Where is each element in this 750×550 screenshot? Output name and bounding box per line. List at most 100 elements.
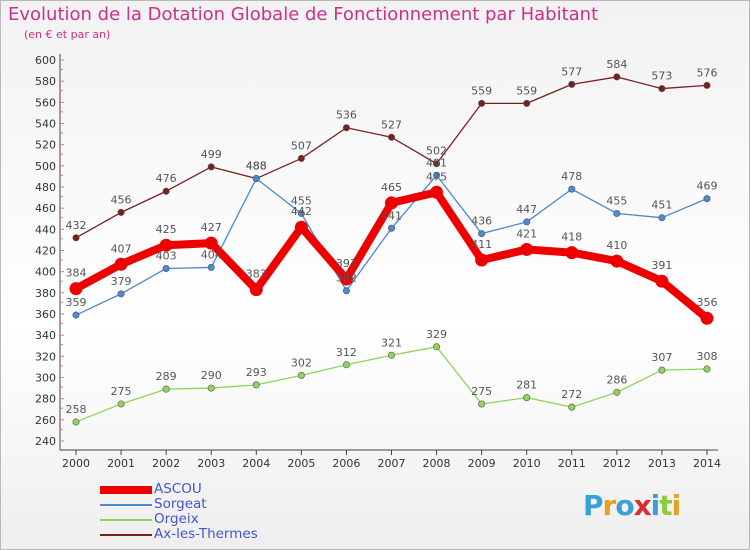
data-label-ascou: 475 [426,170,447,183]
data-point-ax-les-thermes [207,163,215,171]
data-label-ascou: 384 [66,267,87,280]
data-label-sorgeat: 478 [561,170,582,183]
data-point-ax-les-thermes [72,234,80,242]
data-point-sorgeat [207,263,215,271]
data-label-orgeix: 307 [651,351,672,364]
data-label-ascou: 425 [156,223,177,236]
data-point-sorgeat [297,209,305,217]
series-sorgeat [72,171,711,319]
data-label-ascou: 427 [201,221,222,234]
data-label-orgeix: 289 [156,370,177,383]
data-point-orgeix [162,385,170,393]
legend-swatch-sorgeat [100,504,152,506]
data-point-ascou [69,282,83,296]
data-label-ascou: 383 [246,268,267,281]
x-tick-label: 2005 [287,457,315,470]
data-label-sorgeat: 382 [336,272,357,285]
y-tick-label: 320 [35,350,56,363]
y-tick-label: 380 [35,287,56,300]
data-label-ax-les-thermes: 559 [471,84,492,97]
data-label-orgeix: 293 [246,366,267,379]
data-point-orgeix [613,388,621,396]
y-tick-label: 260 [35,414,56,427]
data-label-ascou: 418 [561,231,582,244]
data-label-ascou: 421 [516,227,537,240]
x-tick-label: 2011 [558,457,586,470]
data-point-ax-les-thermes [613,73,621,81]
data-point-orgeix [433,343,441,351]
data-label-ax-les-thermes: 573 [651,70,672,83]
data-label-orgeix: 302 [291,356,312,369]
y-tick-label: 520 [35,139,56,152]
data-point-ascou [610,254,624,268]
x-tick-label: 2006 [332,457,360,470]
data-label-sorgeat: 488 [246,160,267,173]
data-label-orgeix: 258 [66,403,87,416]
data-label-ax-les-thermes: 527 [381,118,402,131]
logo-letter: t [659,489,672,522]
logo-letter: o [615,489,634,522]
data-point-orgeix [252,381,260,389]
y-tick-label: 300 [35,372,56,385]
data-point-ascou [565,246,579,260]
y-tick-label: 280 [35,393,56,406]
x-tick-label: 2008 [423,457,451,470]
x-tick-label: 2001 [107,457,135,470]
data-label-ax-les-thermes: 584 [606,58,627,71]
logo-letter: i [650,489,661,522]
logo-letter: r [602,489,617,522]
data-label-sorgeat: 404 [201,248,222,261]
chart-series [69,73,714,426]
x-tick-label: 2014 [693,457,721,470]
data-label-sorgeat: 455 [606,194,627,207]
data-label-orgeix: 308 [696,350,717,363]
data-point-orgeix [207,384,215,392]
logo-letter: x [633,489,652,522]
data-point-ascou [159,238,173,252]
y-tick-label: 540 [35,118,56,131]
data-point-orgeix [523,394,531,402]
data-label-orgeix: 290 [201,369,222,382]
legend-item-ascou: ASCOU [100,482,360,497]
data-point-sorgeat [703,195,711,203]
data-point-ascou [114,257,128,271]
data-label-ax-les-thermes: 502 [426,145,447,158]
data-label-orgeix: 329 [426,328,447,341]
legend-label-ax-les-thermes: Ax-les-Thermes [154,526,258,542]
data-point-orgeix [703,365,711,373]
chart-legend: ASCOU Sorgeat Orgeix Ax-les-Thermes [100,482,360,542]
data-label-sorgeat: 403 [156,249,177,262]
data-label-sorgeat: 379 [111,275,132,288]
data-point-ascou [430,185,444,199]
y-tick-label: 400 [35,266,56,279]
y-tick-label: 420 [35,245,56,258]
chart-axes: 240 260 280 300 320 340 360 380 400 420 440 460 480 5… [35,54,721,470]
x-tick-label: 2010 [513,457,541,470]
data-label-ax-les-thermes: 536 [336,109,357,122]
data-point-sorgeat [342,287,350,295]
data-point-sorgeat [117,290,125,298]
x-tick-label: 2004 [242,457,270,470]
data-label-ascou: 411 [471,238,492,251]
data-point-ascou [520,242,534,256]
x-tick-label: 2000 [62,457,90,470]
data-label-orgeix: 286 [606,373,627,386]
data-point-ax-les-thermes [162,187,170,195]
legend-item-orgeix: Orgeix [100,512,360,527]
data-point-orgeix [658,366,666,374]
data-label-ax-les-thermes: 576 [696,66,717,79]
data-point-ascou [384,196,398,210]
data-point-sorgeat [568,185,576,193]
data-point-ax-les-thermes [658,85,666,93]
data-label-ax-les-thermes: 456 [111,193,132,206]
y-tick-label: 500 [35,160,56,173]
legend-item-ax-les-thermes: Ax-les-Thermes [100,527,360,542]
data-point-orgeix [117,400,125,408]
data-label-ascou: 410 [606,239,627,252]
data-point-sorgeat [478,230,486,238]
y-tick-label: 460 [35,202,56,215]
data-label-ax-les-thermes: 476 [156,172,177,185]
logo-letter: P [583,489,604,522]
y-tick-label: 480 [35,181,56,194]
